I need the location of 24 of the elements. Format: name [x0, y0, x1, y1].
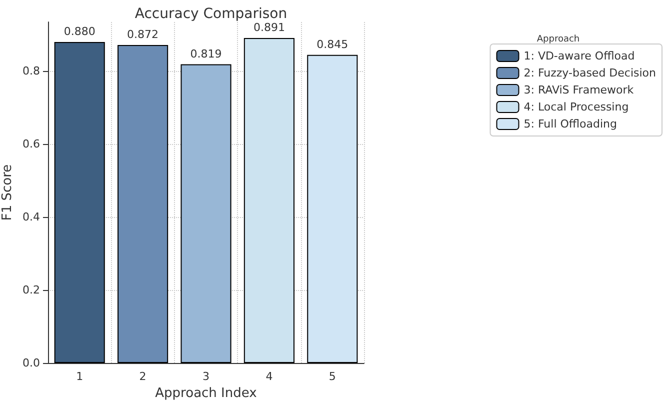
y-axis-title: F1 Score: [0, 164, 15, 221]
y-tick-label: 0.8: [22, 64, 40, 78]
legend-label: 3: RAViS Framework: [524, 84, 634, 96]
data-label: 0.880: [64, 25, 96, 38]
legend-title: Approach: [536, 34, 580, 44]
legend-label: 5: Full Offloading: [524, 118, 617, 130]
y-tick-label: 0.0: [22, 356, 40, 370]
y-tick-label: 0.2: [22, 284, 40, 297]
x-axis-title: Approach Index: [155, 386, 258, 401]
y-tick-label: 0.4: [22, 210, 40, 224]
x-tick-label: 5: [328, 370, 336, 383]
x-tick-label: 3: [202, 370, 210, 383]
legend-label: 4: Local Processing: [524, 100, 629, 114]
data-label: 0.819: [190, 47, 222, 60]
chart-title: Accuracy Comparison: [134, 6, 288, 22]
data-label: 0.845: [316, 38, 348, 51]
legend-label: 2: Fuzzy-based Decision: [524, 66, 656, 80]
y-tick-label: 0.6: [22, 138, 40, 151]
legend-label: 1: VD-aware Offload: [524, 50, 635, 62]
x-tick-label: 2: [139, 370, 146, 383]
data-label: 0.872: [127, 28, 159, 41]
data-label: 0.891: [253, 21, 285, 34]
x-tick-label: 1: [76, 370, 84, 383]
x-tick-label: 4: [266, 370, 273, 383]
